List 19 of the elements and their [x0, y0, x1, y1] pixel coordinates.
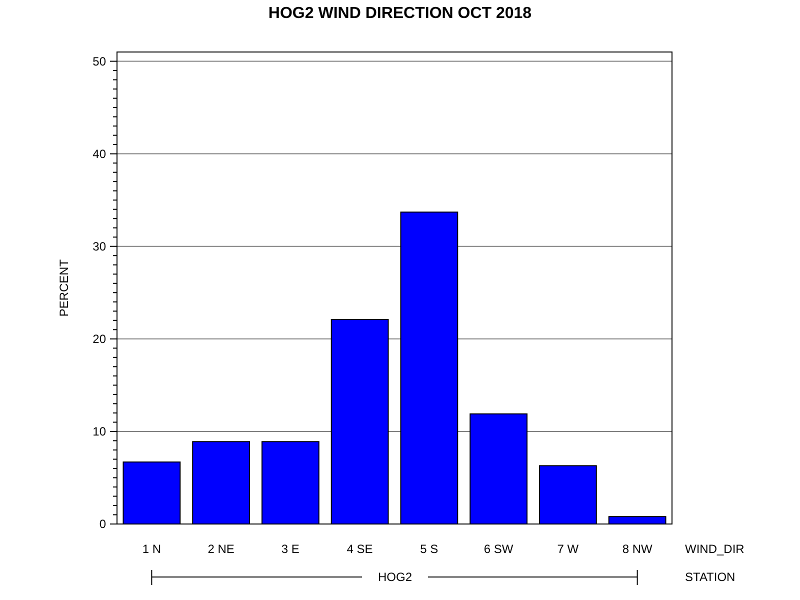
x-tick-label: 5 S — [420, 542, 438, 556]
y-tick-label: 10 — [92, 424, 106, 439]
text: HOG2 — [378, 570, 412, 584]
y-axis-title: PERCENT — [57, 258, 71, 317]
y-tick-label: 20 — [92, 332, 106, 346]
x-tick-label: 7 W — [557, 542, 580, 556]
text: STATION — [685, 570, 736, 584]
x-tick-label: 6 SW — [484, 542, 514, 556]
y-tick-label: 50 — [92, 54, 106, 68]
x-tick-label: 2 NE — [208, 542, 234, 556]
y-tick-label: 0 — [99, 517, 106, 532]
x-tick-label: 8 NW — [622, 542, 653, 556]
y-tick-label: 30 — [92, 240, 106, 254]
x-tick-label: 4 SE — [346, 542, 373, 556]
x-tick-label: 1 N — [142, 542, 162, 556]
x-tick-label: 3 E — [281, 542, 300, 556]
y-tick-label: 40 — [92, 147, 106, 162]
x-axis-title: WIND_DIR — [685, 542, 745, 556]
chart-title: HOG2 WIND DIRECTION OCT 2018 — [268, 5, 532, 22]
